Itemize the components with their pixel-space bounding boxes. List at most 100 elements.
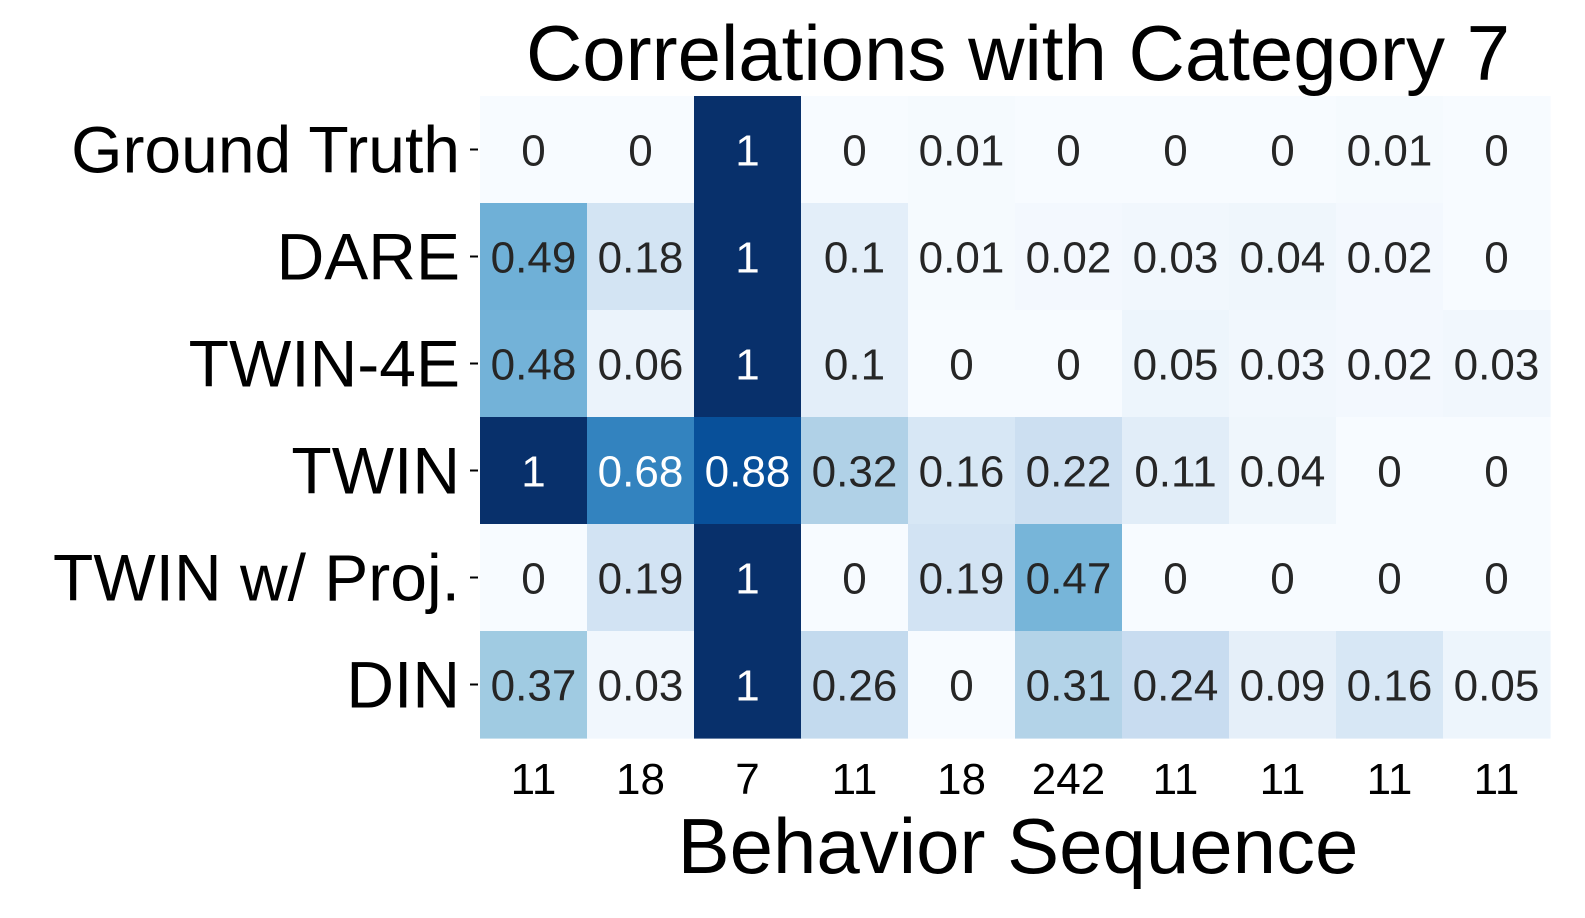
heatmap-cell-value: 0.09 [1240,662,1326,711]
heatmap-cell [480,203,588,311]
heatmap-cell-value: 0 [1270,127,1294,176]
heatmap-cell [480,96,588,204]
heatmap-cell-value: 0.01 [919,234,1005,283]
heatmap-cell-value: 0.02 [1026,234,1112,283]
heatmap-cell-value: 0.02 [1347,341,1433,390]
heatmap-cell-value: 0.24 [1133,662,1219,711]
heatmap-cell [1015,310,1123,418]
heatmap-cell-value: 0.16 [1347,662,1433,711]
heatmap-cell [1229,631,1337,739]
heatmap-cell-value: 0.31 [1026,662,1112,711]
heatmap-cell-value: 0.03 [598,662,684,711]
heatmap-cell [1122,524,1230,632]
heatmap-cell-value: 1 [521,448,545,497]
x-axis-label: Behavior Sequence [678,802,1359,890]
column-tick-label: 11 [832,755,878,804]
heatmap-cell-value: 0.26 [812,662,898,711]
heatmap-cell-value: 1 [735,341,759,390]
heatmap-cell [694,417,802,525]
heatmap-cell [1336,524,1444,632]
row-label: TWIN [291,434,460,508]
heatmap-cell-value: 0.11 [1134,448,1216,497]
heatmap-cell [480,310,588,418]
heatmap-cell [1122,96,1230,204]
row-labels: Ground Truth DARE TWIN-4E TWIN TWIN w/ Proj.… [53,113,478,722]
heatmap-cell-value: 0 [842,555,866,604]
heatmap-cell-value: 0.03 [1240,341,1326,390]
heatmap-cell-value: 0 [949,341,973,390]
row-label: DARE [277,220,460,294]
heatmap-cell [801,203,909,311]
heatmap-cell [1336,203,1444,311]
heatmap-cell [801,417,909,525]
heatmap-cell [1015,524,1123,632]
heatmap-cell-value: 0 [1377,555,1401,604]
heatmap-cell [587,417,695,525]
heatmap-cell [1336,631,1444,739]
column-tick-label: 242 [1032,755,1105,804]
column-tick-label: 11 [511,755,557,804]
column-tick-label: 11 [1153,755,1199,804]
heatmap-cell-value: 0.48 [491,341,577,390]
heatmap-cell [908,203,1016,311]
heatmap-cell-value: 0.03 [1133,234,1219,283]
heatmap-cell [587,310,695,418]
heatmap-cell [694,631,802,739]
heatmap-cell [801,524,909,632]
heatmap-cell [1229,310,1337,418]
heatmap-cell-value: 0 [1056,127,1080,176]
heatmap-cell [694,203,802,311]
column-tick-label: 11 [1367,755,1413,804]
row-label: TWIN w/ Proj. [53,541,460,615]
heatmap-cell-value: 0.02 [1347,234,1433,283]
heatmap-cell [1122,631,1230,739]
heatmap-cell [908,96,1016,204]
column-tick-label: 11 [1474,755,1520,804]
heatmap-cell-value: 0 [1484,448,1508,497]
heatmap-cell [1443,310,1551,418]
column-tick-label: 7 [735,755,759,804]
heatmap-cell-value: 1 [735,127,759,176]
heatmap-cells [480,96,1551,739]
heatmap-cell [1229,417,1337,525]
heatmap-cell-value: 0 [1484,234,1508,283]
chart-title: Correlations with Category 7 [526,9,1510,97]
heatmap-cell [1229,203,1337,311]
heatmap-cell-value: 0 [1484,555,1508,604]
heatmap-cell [587,203,695,311]
heatmap-cell-value: 0.16 [919,448,1005,497]
heatmap-cell [694,96,802,204]
heatmap-cell-value: 1 [735,662,759,711]
heatmap-cell-value: 0.68 [598,448,684,497]
heatmap-cell [1229,524,1337,632]
heatmap-cell [1015,203,1123,311]
heatmap-cell-value: 0.32 [812,448,898,497]
heatmap-cell [1443,524,1551,632]
heatmap-cell [1015,96,1123,204]
column-tick-label: 18 [616,755,665,804]
heatmap-cell-value: 0.49 [491,234,577,283]
heatmap-cell-value: 0 [1056,341,1080,390]
heatmap-cell-value: 0 [1484,127,1508,176]
column-tick-label: 18 [937,755,986,804]
heatmap-cell [1122,417,1230,525]
heatmap-cell-value: 0.05 [1454,662,1540,711]
heatmap-cell-value: 0.05 [1133,341,1219,390]
heatmap-cell-value: 0.01 [1347,127,1433,176]
heatmap-cell-value: 0.1 [824,234,885,283]
heatmap-cell [587,524,695,632]
heatmap-cell-value: 0.04 [1240,448,1326,497]
column-tick-label: 11 [1260,755,1306,804]
heatmap-cell [480,631,588,739]
heatmap-cell [908,524,1016,632]
heatmap-cell [694,524,802,632]
heatmap-cell-value: 0 [1163,555,1187,604]
heatmap-cell-value: 1 [735,234,759,283]
heatmap-cell [1122,203,1230,311]
heatmap-cell-value: 0.19 [598,555,684,604]
heatmap-cell-value: 0 [842,127,866,176]
heatmap-cell-value: 0.37 [491,662,577,711]
heatmap-cell [480,417,588,525]
heatmap-cell-value: 0.88 [705,448,791,497]
